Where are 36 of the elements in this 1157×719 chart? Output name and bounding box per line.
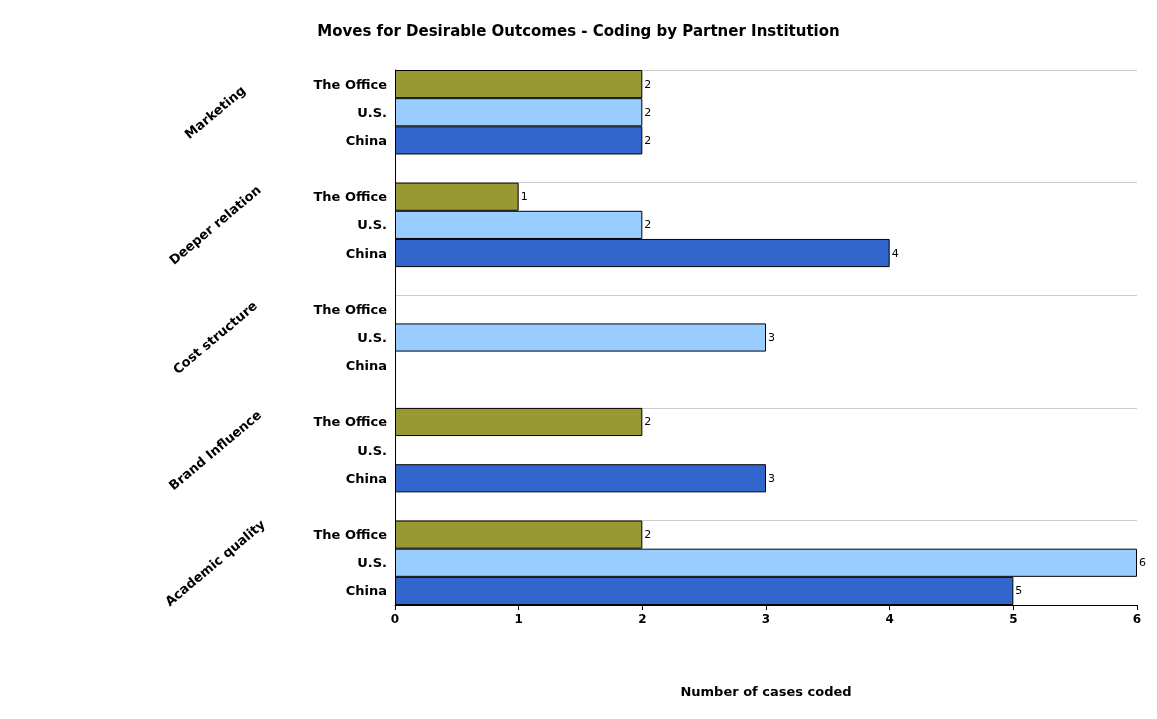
x-tick-label: 4	[885, 612, 894, 626]
data-label: 2	[644, 133, 652, 147]
x-tick-label: 5	[1009, 612, 1018, 626]
text: U.S.	[357, 555, 387, 571]
series-label: China	[345, 132, 387, 148]
x-tick-label: 6	[1132, 612, 1142, 626]
text: The Office	[313, 414, 387, 430]
text: China	[345, 470, 387, 486]
chart-title: Moves for Desirable Outcomes - Coding by Partner Institution	[317, 21, 840, 40]
series-label: The Office	[313, 76, 388, 92]
x-tick-label: 1	[514, 612, 523, 626]
data-label: 3	[768, 331, 775, 344]
data-label: 6	[1139, 556, 1146, 570]
data-label: 2	[644, 105, 652, 119]
x-tick-label: 0	[390, 612, 400, 626]
data-label: 5	[1015, 584, 1023, 598]
x-tick-label: 3	[761, 612, 771, 626]
text: The Office	[313, 527, 387, 543]
text: The Office	[313, 301, 387, 317]
x-tick-label: 2	[638, 612, 647, 626]
text: The Office	[313, 189, 387, 205]
text: China	[345, 358, 387, 374]
text: U.S.	[357, 330, 387, 345]
series-label: U.S.	[357, 104, 387, 120]
data-label: 1	[520, 190, 528, 204]
data-label: 3	[768, 471, 775, 485]
data-label: 2	[644, 77, 652, 91]
text: China	[345, 245, 387, 261]
data-label: 2	[644, 415, 652, 429]
data-label: 2	[644, 218, 652, 232]
data-label: 2	[644, 528, 652, 542]
x-axis-title: Number of cases coded	[680, 684, 852, 699]
text: U.S.	[357, 442, 387, 458]
data-label: 4	[891, 246, 899, 260]
text: U.S.	[357, 217, 387, 233]
text: China	[345, 583, 387, 599]
